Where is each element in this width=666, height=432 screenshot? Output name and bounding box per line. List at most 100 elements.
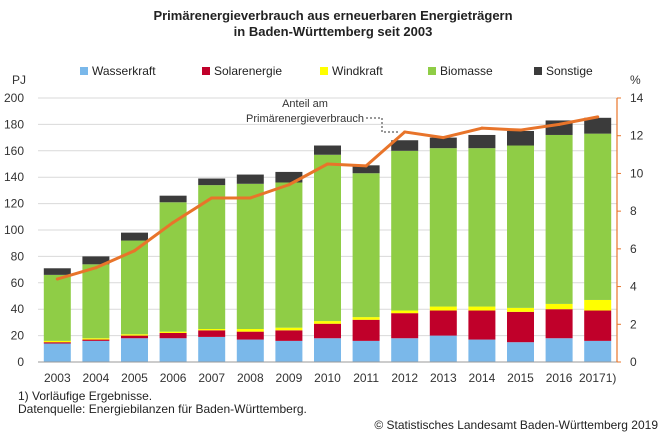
bar-solarenergie (121, 335, 148, 339)
bar-biomasse (545, 134, 573, 304)
y-tick-left: 200 (4, 91, 24, 105)
line-point-anteil (403, 130, 407, 134)
bar-wasserkraft (391, 338, 419, 362)
line-point-anteil (133, 249, 136, 253)
bar-layer (43, 117, 612, 362)
bar-wasserkraft (236, 339, 264, 362)
bar-windkraft (391, 310, 419, 314)
line-point-anteil (55, 277, 59, 281)
legend-label-sonstige: Sonstige (546, 64, 593, 78)
bar-wasserkraft (159, 338, 187, 362)
x-tick-label: 2014 (469, 371, 496, 385)
x-tick-label: 2004 (83, 371, 110, 385)
bar-wasserkraft (82, 340, 110, 362)
line-point-anteil (287, 183, 291, 187)
line-point-anteil (441, 136, 445, 140)
bar-windkraft (82, 338, 110, 340)
bar-solarenergie (43, 342, 71, 344)
bar-windkraft (545, 303, 573, 310)
bar-solarenergie (429, 310, 457, 336)
legend-label-biomasse: Biomasse (440, 64, 493, 78)
copyright: © Statistisches Landesamt Baden-Württemb… (374, 418, 658, 432)
x-tick-label: 2008 (237, 371, 264, 385)
bar-sonstige (352, 165, 380, 174)
bar-solarenergie (82, 339, 110, 341)
bar-biomasse (275, 182, 303, 328)
bar-windkraft (314, 321, 341, 324)
bar-sonstige (198, 178, 226, 186)
bar-sonstige (468, 134, 496, 149)
chart-title-line1: Primärenergieverbrauch aus erneuerbaren … (153, 8, 513, 23)
bar-wasserkraft (429, 335, 457, 362)
y-tick-left: 40 (11, 302, 25, 316)
y-tick-left: 80 (11, 249, 25, 263)
x-tick-label: 2005 (121, 371, 148, 385)
bar-sonstige (507, 131, 534, 146)
bar-windkraft (468, 306, 496, 311)
bar-biomasse (352, 173, 380, 318)
bar-windkraft (429, 306, 457, 311)
bar-biomasse (82, 264, 110, 339)
x-tick-label: 2006 (160, 371, 187, 385)
y-tick-left: 180 (4, 117, 24, 131)
bar-solarenergie (236, 331, 264, 340)
x-tick-label: 2013 (430, 371, 457, 385)
label-layer: Anteil am Primärenergieverbrauch (246, 98, 398, 133)
y-tick-right: 6 (630, 242, 637, 256)
y-tick-right: 12 (630, 129, 644, 143)
bar-sonstige (429, 137, 457, 149)
y-tick-left: 0 (17, 355, 24, 369)
y-tick-left: 100 (4, 223, 24, 237)
legend-item-biomasse: Biomasse (428, 64, 493, 78)
chart-title: Primärenergieverbrauch aus erneuerbaren … (0, 8, 666, 40)
bar-biomasse (468, 148, 496, 307)
bar-wasserkraft (352, 340, 380, 362)
bar-wasserkraft (43, 343, 71, 362)
bar-windkraft (121, 334, 148, 336)
legend-swatch-windkraft (320, 67, 328, 75)
x-tick-label: 20171) (579, 371, 616, 385)
bar-biomasse (43, 274, 71, 341)
bar-windkraft (159, 331, 187, 333)
bar-sonstige (236, 174, 264, 184)
bar-biomasse (391, 150, 419, 311)
x-tick-label: 2010 (314, 371, 341, 385)
bar-sonstige (391, 140, 419, 151)
bar-wasserkraft (507, 342, 534, 362)
y-axis-unit-left: PJ (12, 73, 26, 87)
x-tick-label: 2009 (276, 371, 303, 385)
footnote: 1) Vorläufige Ergebnisse. (18, 389, 153, 403)
bar-windkraft (507, 307, 534, 312)
bar-sonstige (159, 195, 187, 203)
source-note: Datenquelle: Energiebilanzen für Baden-W… (18, 402, 307, 416)
bar-solarenergie (584, 310, 612, 341)
bar-sonstige (584, 117, 612, 134)
x-tick-label: 2012 (391, 371, 418, 385)
bar-solarenergie (314, 323, 341, 339)
x-tick-label: 2003 (44, 371, 71, 385)
bar-wasserkraft (468, 339, 496, 362)
bar-windkraft (584, 299, 612, 311)
legend-label-windkraft: Windkraft (332, 64, 383, 78)
y-tick-left: 20 (11, 329, 25, 343)
bar-wasserkraft (121, 338, 148, 362)
bar-windkraft (352, 317, 380, 320)
annotation-leader (366, 117, 398, 133)
x-tick-label: 2016 (546, 371, 573, 385)
bar-solarenergie (275, 330, 303, 341)
bar-solarenergie (507, 311, 534, 343)
legend-item-solarenergie: Solarenergie (202, 64, 282, 78)
line-annotation-line1: Anteil am (282, 98, 328, 110)
y-tick-right: 14 (630, 91, 644, 105)
y-tick-right: 8 (630, 204, 637, 218)
legend-swatch-biomasse (428, 67, 436, 75)
legend-label-wasserkraft: Wasserkraft (92, 64, 156, 78)
line-point-anteil (596, 115, 600, 119)
bar-windkraft (275, 327, 303, 331)
y-tick-right: 0 (630, 355, 637, 369)
bar-wasserkraft (545, 338, 573, 362)
line-point-anteil (94, 266, 98, 270)
legend-label-solarenergie: Solarenergie (214, 64, 283, 78)
bar-solarenergie (352, 319, 380, 341)
